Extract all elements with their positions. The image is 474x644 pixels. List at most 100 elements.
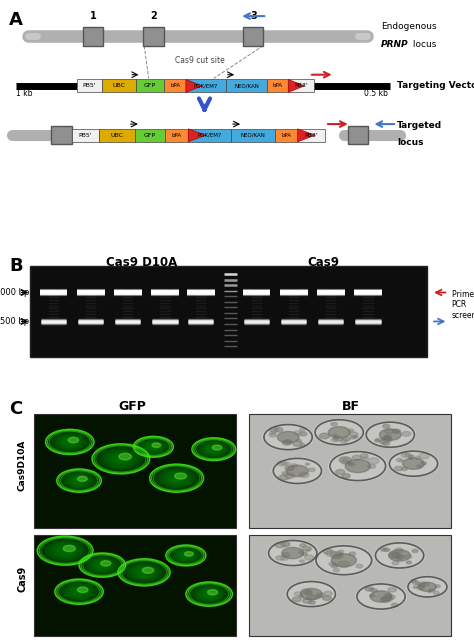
Text: BF: BF <box>342 400 360 413</box>
Circle shape <box>392 429 401 433</box>
Circle shape <box>192 438 235 460</box>
Circle shape <box>301 589 322 600</box>
Circle shape <box>269 540 317 565</box>
Text: C: C <box>9 400 23 418</box>
Circle shape <box>389 451 438 477</box>
Circle shape <box>342 460 349 464</box>
Circle shape <box>394 466 403 471</box>
Circle shape <box>409 455 414 458</box>
Circle shape <box>171 548 201 563</box>
Circle shape <box>130 565 158 580</box>
Circle shape <box>287 582 336 607</box>
Circle shape <box>300 444 305 446</box>
Text: PB5': PB5' <box>79 133 92 138</box>
Circle shape <box>316 593 325 598</box>
Circle shape <box>52 544 79 558</box>
Circle shape <box>408 577 447 597</box>
Circle shape <box>204 444 223 454</box>
Circle shape <box>205 445 222 453</box>
Circle shape <box>368 464 375 468</box>
Circle shape <box>270 428 279 432</box>
Circle shape <box>415 456 420 459</box>
Circle shape <box>60 582 98 601</box>
Circle shape <box>169 547 202 564</box>
Circle shape <box>272 458 323 484</box>
Circle shape <box>286 465 308 477</box>
Circle shape <box>337 561 350 567</box>
Circle shape <box>59 582 99 602</box>
Circle shape <box>170 547 201 564</box>
Circle shape <box>85 556 119 574</box>
Circle shape <box>323 591 332 596</box>
Circle shape <box>100 448 142 469</box>
Circle shape <box>193 586 225 602</box>
Circle shape <box>360 454 368 458</box>
Circle shape <box>134 437 173 457</box>
Text: PB5': PB5' <box>83 83 96 88</box>
Circle shape <box>174 549 198 562</box>
Circle shape <box>42 538 88 563</box>
Circle shape <box>302 546 311 551</box>
Circle shape <box>67 475 91 487</box>
Circle shape <box>88 558 117 573</box>
Circle shape <box>356 564 363 568</box>
FancyBboxPatch shape <box>99 129 135 142</box>
Circle shape <box>61 437 79 447</box>
Circle shape <box>198 588 220 600</box>
Circle shape <box>383 442 390 445</box>
Text: PB3': PB3' <box>294 83 308 88</box>
Circle shape <box>157 468 196 488</box>
Circle shape <box>419 582 436 591</box>
Circle shape <box>86 557 118 573</box>
Circle shape <box>200 589 218 599</box>
Circle shape <box>267 540 318 566</box>
Circle shape <box>383 547 387 550</box>
Circle shape <box>137 438 170 455</box>
Text: Targeting Vector: Targeting Vector <box>397 81 474 90</box>
Circle shape <box>107 451 135 466</box>
Circle shape <box>419 584 425 587</box>
Circle shape <box>59 470 99 491</box>
Circle shape <box>281 462 285 465</box>
Circle shape <box>53 544 77 557</box>
Circle shape <box>96 446 146 472</box>
Circle shape <box>264 424 312 450</box>
Circle shape <box>365 587 374 591</box>
FancyBboxPatch shape <box>231 129 274 142</box>
Circle shape <box>197 440 231 458</box>
Circle shape <box>304 555 314 560</box>
Circle shape <box>381 597 391 602</box>
FancyBboxPatch shape <box>135 129 165 142</box>
Circle shape <box>286 581 337 607</box>
Text: Cas9D10A: Cas9D10A <box>18 439 27 491</box>
Circle shape <box>365 422 416 448</box>
Circle shape <box>407 576 448 598</box>
FancyBboxPatch shape <box>30 265 428 357</box>
Circle shape <box>315 420 364 445</box>
Circle shape <box>67 585 91 598</box>
Circle shape <box>154 466 199 490</box>
Circle shape <box>277 460 287 466</box>
Circle shape <box>121 560 167 584</box>
Circle shape <box>120 560 168 585</box>
Circle shape <box>164 471 190 485</box>
Circle shape <box>125 562 163 582</box>
Text: bPA: bPA <box>273 83 283 88</box>
Text: bPA: bPA <box>170 83 180 88</box>
FancyBboxPatch shape <box>186 79 226 92</box>
Circle shape <box>191 585 228 603</box>
FancyBboxPatch shape <box>34 535 236 636</box>
Circle shape <box>331 422 337 426</box>
Text: GFP: GFP <box>144 83 156 88</box>
Circle shape <box>144 442 163 452</box>
FancyBboxPatch shape <box>136 79 164 92</box>
Circle shape <box>142 440 165 453</box>
Circle shape <box>421 462 427 465</box>
Circle shape <box>399 460 403 462</box>
Text: UBC: UBC <box>113 83 126 88</box>
Circle shape <box>406 561 411 564</box>
Circle shape <box>62 471 97 489</box>
Circle shape <box>153 466 201 491</box>
Circle shape <box>365 587 372 591</box>
Circle shape <box>328 451 387 481</box>
